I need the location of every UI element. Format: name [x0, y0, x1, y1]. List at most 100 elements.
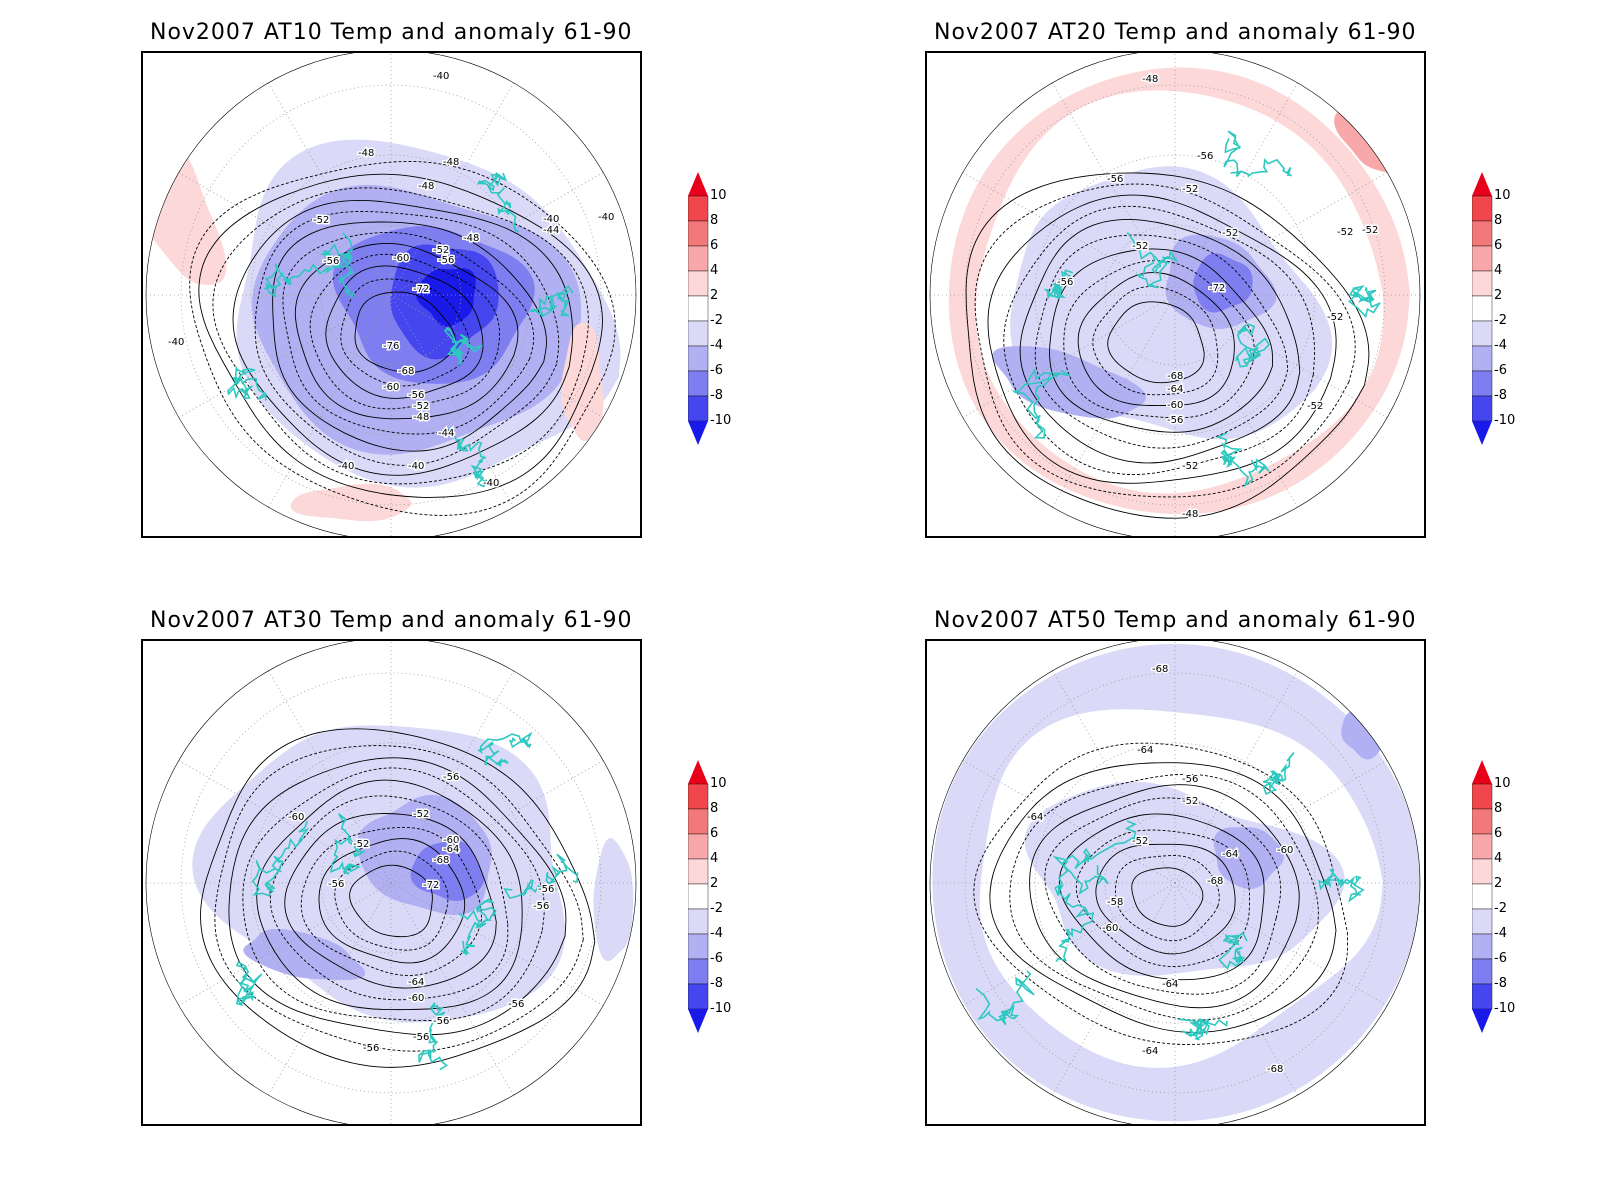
contour-label: -40	[338, 461, 354, 472]
contour-line	[1058, 813, 1265, 981]
colorbar-swatch	[1472, 245, 1493, 272]
contour-label: -52	[313, 215, 329, 226]
contour-label: -52	[413, 401, 429, 412]
contour-label: -48	[1182, 509, 1198, 520]
anomaly-colorbar: 10 8 6 4 2 -2 -4 -6 -8 -10	[1472, 172, 1532, 452]
contour-label: -52	[1132, 241, 1148, 252]
colorbar-tick-label: 8	[710, 213, 719, 228]
colorbar-swatch	[1472, 783, 1493, 810]
colorbar-swatch	[1472, 833, 1493, 860]
contour-line	[272, 221, 547, 452]
contour-label: -68	[1207, 876, 1223, 887]
contour-label: -56	[533, 901, 549, 912]
polar-stereographic-map: -68 -64 -56 -52 -64 -52 -64 -60 -68 -58 -60 -64 -64 -…	[929, 641, 1421, 1124]
anomaly-region	[243, 928, 366, 981]
colorbar-tick-label: -4	[710, 926, 723, 941]
contour-label: -52	[413, 809, 429, 820]
colorbar-tick-label: -10	[1494, 413, 1516, 428]
contour-line	[1009, 773, 1319, 1021]
polar-stereographic-map: -40-48-48-48-52-56 -60-52-56-48-40-44-72-…	[145, 53, 637, 536]
contour-label: -68	[1167, 371, 1183, 382]
contour-label: -52	[1362, 225, 1378, 236]
colorbar-swatch	[1472, 908, 1493, 935]
colorbar-swatch	[688, 833, 709, 860]
colorbar-tick-label: 4	[710, 851, 719, 866]
polar-map: -68 -64 -56 -52 -64 -52 -64 -60 -68 -58 -60 -64 -64 -…	[925, 639, 1426, 1126]
contour-label: -58	[1107, 897, 1123, 908]
colorbar-swatch	[688, 783, 709, 810]
colorbar-tick-label: -4	[710, 338, 723, 353]
contour-line	[242, 767, 545, 1021]
colorbar-tick-label: 6	[710, 826, 719, 841]
contour-line	[1019, 218, 1301, 464]
anomaly-colorbar: 10 8 6 4 2 -2 -4 -6 -8 -10	[1472, 760, 1532, 1040]
coastline	[1215, 432, 1270, 488]
colorbar-swatch	[688, 195, 709, 222]
contour-line	[1131, 867, 1204, 927]
colorbar-tick-label: -8	[710, 388, 723, 403]
coastline	[1318, 869, 1365, 903]
colorbar-tick-label: 10	[710, 188, 727, 203]
contour-label: -60	[443, 835, 459, 846]
graticule	[146, 641, 636, 1124]
colorbar-bottom-arrow	[1472, 421, 1492, 445]
contour-line	[1063, 260, 1255, 419]
contour-label: -40	[168, 337, 184, 348]
contour-label: -48	[358, 148, 374, 159]
colorbar-strip	[688, 172, 709, 445]
colorbar-tick-label: 10	[1494, 188, 1511, 203]
colorbar-strip	[1472, 760, 1493, 1033]
contour-label: -48	[413, 412, 429, 423]
colorbar-bottom-arrow	[688, 421, 708, 445]
colorbar-top-arrow	[1472, 172, 1492, 196]
colorbar-tick-label: -2	[710, 901, 723, 916]
contour-label: -40	[543, 214, 559, 225]
colorbar-swatch	[688, 808, 709, 835]
contour-label: -64	[1162, 979, 1178, 990]
contour-label: -64	[1027, 812, 1043, 823]
panel-title: Nov2007 AT50 Temp and anomaly 61-90	[934, 608, 1417, 633]
contour-label: -52	[1337, 227, 1353, 238]
contour-label: -60	[383, 382, 399, 393]
contour-label: -72	[1209, 283, 1225, 294]
contour-line	[1077, 272, 1235, 406]
polar-stereographic-map: -56-60 -52-52 -60-64-68-56 -72 -56-56-64-60-…	[145, 641, 637, 1124]
coastline	[477, 731, 533, 767]
colorbar-swatch	[1472, 195, 1493, 222]
colorbar-tick-label: 2	[1494, 876, 1503, 891]
coastline	[1043, 269, 1074, 300]
colorbar-tick-label: -2	[1494, 313, 1507, 328]
colorbar-swatch	[688, 933, 709, 960]
contour-line	[300, 826, 483, 976]
colorbar-swatch	[688, 908, 709, 935]
contour-label: -76	[383, 341, 399, 352]
contour-label: -56	[508, 999, 524, 1010]
contour-label: -56	[323, 256, 339, 267]
contour-line	[1044, 797, 1282, 995]
contour-label: -68	[1152, 664, 1168, 675]
contour-labels: -40-48-48-48-52-56 -60-52-56-48-40-44-72-…	[167, 70, 616, 491]
panel-title: Nov2007 AT10 Temp and anomaly 61-90	[150, 20, 633, 45]
contour-line	[334, 850, 449, 951]
colorbar-tick-label: -10	[710, 413, 732, 428]
colorbar-tick-label: -8	[1494, 976, 1507, 991]
contour-line	[1049, 248, 1273, 433]
colorbar-swatch	[1472, 270, 1493, 297]
contour-line	[989, 762, 1337, 1033]
coastline	[1262, 752, 1295, 796]
contour-line	[987, 194, 1337, 484]
contour-label: -56	[1197, 151, 1213, 162]
colorbar-tick-label: 2	[710, 876, 719, 891]
colorbar-tick-label: 6	[1494, 238, 1503, 253]
colorbar-bottom-arrow	[1472, 1009, 1492, 1033]
contour-line	[282, 232, 535, 435]
colorbar-tick-label: -2	[710, 313, 723, 328]
coastlines	[227, 171, 574, 488]
colorbar-swatch	[1472, 983, 1493, 1010]
temperature-contours	[965, 172, 1370, 519]
contour-label: -48	[443, 157, 459, 168]
contour-label: -40	[483, 478, 499, 489]
contour-label: -60	[288, 812, 304, 823]
contour-line	[1003, 205, 1315, 475]
colorbar-top-arrow	[688, 172, 708, 196]
